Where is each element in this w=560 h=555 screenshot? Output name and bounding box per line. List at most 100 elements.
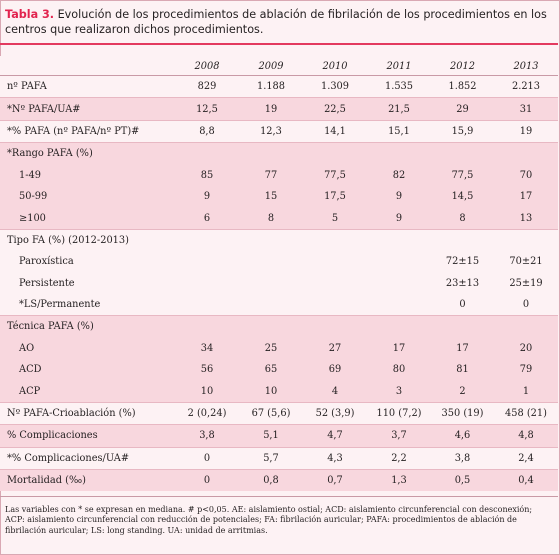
table-row: ACP 10 10 4 3 2 1	[0, 380, 558, 403]
table-cell: 29	[431, 97, 494, 121]
table-cell: 77,5	[303, 164, 367, 186]
table-cell	[239, 293, 303, 317]
table-cell: 10	[239, 380, 303, 403]
table-cell: 69	[303, 359, 367, 381]
table-cell: 9	[175, 185, 239, 208]
table-cell	[239, 142, 303, 165]
table-cell: 4,8	[494, 424, 558, 448]
row-label: 1-49	[0, 164, 175, 186]
table-cell	[303, 315, 367, 338]
table-cell: 458 (21)	[494, 402, 558, 426]
row-label: Mortalidad (‰)	[0, 469, 175, 492]
table-cell: 5	[303, 207, 367, 230]
table-cell: 8	[239, 207, 303, 230]
table-cell	[175, 229, 239, 252]
data-table: 2008 2009 2010 2011 2012 2013 nº PAFA 829 1.188 1…	[0, 56, 558, 492]
row-label: nº PAFA	[0, 76, 175, 99]
table-cell	[239, 251, 303, 273]
table-cell	[175, 272, 239, 294]
table-cell: 17,5	[303, 185, 367, 208]
table-cell	[303, 272, 367, 294]
table-cell: 25±19	[494, 272, 558, 294]
table-cell: 3,8	[175, 424, 239, 448]
table-cell: 0,7	[303, 469, 367, 492]
table-cell: 23±13	[431, 272, 494, 294]
table-cell: 67 (5,6)	[239, 402, 303, 426]
table-cell	[239, 229, 303, 252]
table-cell	[367, 293, 431, 317]
table-cell	[239, 315, 303, 338]
table-cell	[431, 229, 494, 252]
table-cell: 70	[494, 164, 558, 186]
table-cell: 25	[239, 337, 303, 360]
table-cell	[303, 142, 367, 165]
table-cell	[367, 272, 431, 294]
table-row: *% PAFA (nº PAFA/nº PT)# 8,8 12,3 14,1 15,1 1…	[0, 120, 558, 144]
table-cell: 12,3	[239, 120, 303, 144]
year-header: 2010	[303, 56, 367, 76]
table-cell: 12,5	[175, 97, 239, 121]
table-cell: 19	[494, 120, 558, 144]
table-cell: 1.852	[431, 76, 494, 99]
table-cell: 14,5	[431, 185, 494, 208]
table-cell: 9	[367, 207, 431, 230]
table-cell: 65	[239, 359, 303, 381]
table-cell: 0,4	[494, 469, 558, 492]
table-row: Paroxística 72±15 70±21	[0, 251, 558, 273]
table-bottom-rule	[0, 496, 558, 497]
year-header: 2012	[431, 56, 494, 76]
table-footnote: Las variables con * se expresan en media…	[5, 505, 533, 535]
table-row: 50-99 9 15 17,5 9 14,5 17	[0, 185, 558, 208]
caption-label: Tabla 3.	[5, 8, 55, 21]
table-row: ACD 56 65 69 80 81 79	[0, 359, 558, 381]
table-cell: 1.309	[303, 76, 367, 99]
table-row: *LS/Permanente 0 0	[0, 293, 558, 317]
header-row: 2008 2009 2010 2011 2012 2013	[0, 56, 558, 76]
table-cell: 79	[494, 359, 558, 381]
table-cell: 56	[175, 359, 239, 381]
table-cell: 82	[367, 164, 431, 186]
table-cell: 15,9	[431, 120, 494, 144]
table-cell	[175, 251, 239, 273]
table-cell: 3,8	[431, 447, 494, 471]
table-cell	[175, 293, 239, 317]
table-cell: 4	[303, 380, 367, 403]
row-label: *% PAFA (nº PAFA/nº PT)#	[0, 120, 175, 144]
row-label: Tipo FA (%) (2012-2013)	[0, 229, 175, 252]
table-cell	[175, 142, 239, 165]
year-header: 2008	[175, 56, 239, 76]
table-cell: 2	[431, 380, 494, 403]
table-cell: 6	[175, 207, 239, 230]
caption-divider	[0, 43, 558, 45]
row-label: *LS/Permanente	[0, 293, 175, 317]
table-cell: 110 (7,2)	[367, 402, 431, 426]
table-cell: 10	[175, 380, 239, 403]
table-cell	[367, 229, 431, 252]
table-cell: 17	[431, 337, 494, 360]
table-cell: 8,8	[175, 120, 239, 144]
table-cell: 4,6	[431, 424, 494, 448]
table-cell	[494, 315, 558, 338]
table-cell: 2 (0,24)	[175, 402, 239, 426]
table-cell: 9	[367, 185, 431, 208]
table-cell: 70±21	[494, 251, 558, 273]
table-cell	[431, 142, 494, 165]
table-cell: 0	[431, 293, 494, 317]
table-row: *Rango PAFA (%)	[0, 142, 558, 165]
row-label: Nº PAFA-Crioablación (%)	[0, 402, 175, 426]
table-cell: 52 (3,9)	[303, 402, 367, 426]
table-row: *Nº PAFA/UA# 12,5 19 22,5 21,5 29 31	[0, 97, 558, 121]
table-cell: 72±15	[431, 251, 494, 273]
table-cell: 20	[494, 337, 558, 360]
row-label: Persistente	[0, 272, 175, 294]
table-cell: 22,5	[303, 97, 367, 121]
table-cell: 1,3	[367, 469, 431, 492]
table-cell: 3,7	[367, 424, 431, 448]
table-cell: 350 (19)	[431, 402, 494, 426]
table-cell: 8	[431, 207, 494, 230]
table-cell: 15	[239, 185, 303, 208]
table-row: 1-49 85 77 77,5 82 77,5 70	[0, 164, 558, 186]
table-cell: 0,8	[239, 469, 303, 492]
header-empty-cell	[0, 56, 175, 76]
table-row: % Complicaciones 3,8 5,1 4,7 3,7 4,6 4,8	[0, 424, 558, 448]
